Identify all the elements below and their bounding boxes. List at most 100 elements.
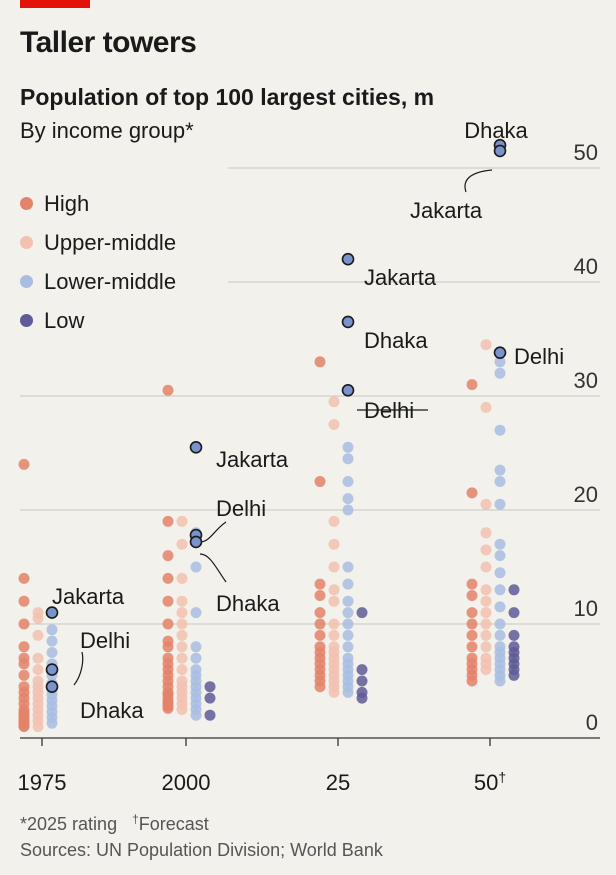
point-upper-middle-3-8: [480, 607, 492, 619]
chart-subtitle: Population of top 100 largest cities, m: [20, 84, 435, 110]
annotation-label-jakarta-0: Jakarta: [52, 584, 125, 609]
point-high-3-6: [466, 629, 478, 641]
point-upper-middle-3-7: [480, 595, 492, 607]
point-lower-middle-0-2: [46, 647, 58, 658]
point-high-1-3: [162, 572, 174, 584]
point-lower-middle-2-8: [342, 607, 354, 619]
point-upper-middle-1-8: [176, 652, 188, 664]
point-lower-middle-2-11: [342, 641, 354, 653]
highlight-point-jakarta-3: [493, 144, 507, 158]
highlight-point-dhaka-0: [45, 680, 59, 694]
point-high-3-5: [466, 618, 478, 630]
annotation-label-dhaka-1: Dhaka: [216, 591, 280, 616]
point-high-3-1: [466, 487, 478, 499]
point-high-0-0: [18, 458, 30, 470]
point-high-2-0: [314, 356, 326, 368]
point-high-2-5: [314, 618, 326, 630]
x-tick-label-1: 2000: [162, 770, 211, 795]
point-lower-middle-3-1: [494, 367, 506, 379]
annotation-label-delhi-2: Delhi: [364, 398, 414, 423]
point-low-2-0: [356, 607, 368, 619]
y-tick-label-50: 50: [574, 140, 598, 165]
point-high-3-3: [466, 590, 478, 601]
point-upper-middle-0-4: [32, 664, 44, 676]
x-tick-label-3: 50†: [474, 769, 506, 795]
footnote: *2025 rating †Forecast: [20, 812, 209, 835]
point-upper-middle-1-4: [176, 607, 188, 619]
point-upper-middle-1-3: [176, 595, 188, 607]
point-lower-middle-1-3: [190, 641, 202, 653]
point-upper-middle-0-2: [32, 629, 44, 641]
point-upper-middle-2-1: [328, 419, 340, 430]
point-upper-middle-2-17: [328, 686, 340, 698]
point-low-1-0: [204, 681, 216, 693]
point-lower-middle-3-19: [494, 675, 506, 687]
point-lower-middle-2-3: [342, 493, 354, 505]
point-lower-middle-1-1: [190, 561, 202, 573]
point-lower-middle-2-6: [342, 578, 354, 590]
point-high-2-2: [314, 578, 326, 590]
point-upper-middle-0-3: [32, 652, 44, 664]
point-upper-middle-2-8: [328, 629, 340, 641]
highlight-point-jakarta-2: [341, 252, 355, 266]
point-low-3-8: [508, 669, 520, 681]
annotation-label-delhi-0: Delhi: [80, 628, 130, 653]
footnote-dagger: †: [132, 812, 139, 826]
point-upper-middle-1-15: [176, 704, 188, 715]
point-lower-middle-2-18: [342, 686, 354, 698]
legend-dot-lower-middle: [20, 275, 33, 288]
point-upper-middle-3-0: [480, 339, 492, 351]
point-low-2-4: [356, 692, 368, 704]
y-tick-label-30: 30: [574, 368, 598, 393]
highlight-point-dhaka-2: [341, 315, 355, 329]
point-low-3-1: [508, 607, 520, 619]
point-high-0-7: [18, 669, 30, 681]
point-lower-middle-3-0: [494, 356, 506, 368]
annotation-label-jakarta-3: Jakarta: [410, 198, 483, 223]
point-high-0-4: [18, 641, 30, 653]
legend-label-upper-middle: Upper-middle: [44, 229, 177, 255]
point-upper-middle-3-1: [480, 401, 492, 413]
point-high-3-4: [466, 607, 478, 619]
point-lower-middle-2-10: [342, 629, 354, 641]
point-high-1-0: [162, 384, 174, 396]
highlight-point-delhi-0: [45, 663, 59, 676]
point-upper-middle-3-9: [480, 618, 492, 630]
point-upper-middle-1-5: [176, 618, 188, 630]
x-tick-label-2: 25: [326, 770, 350, 795]
point-upper-middle-1-6: [176, 629, 188, 641]
scatter-chart: 0 10 20 30 40 50 1975 2000 25 50† Jakarta Delhi Dhak…: [18, 118, 600, 795]
legend-item-upper-middle: Upper-middle: [20, 223, 176, 262]
point-upper-middle-2-6: [328, 595, 340, 607]
legend-dot-low: [20, 314, 33, 327]
point-upper-middle-1-1: [176, 538, 188, 550]
legend-item-high: High: [20, 184, 176, 223]
annotation-label-dhaka-3: Dhaka: [464, 118, 528, 143]
y-tick-label-20: 20: [574, 482, 598, 507]
highlight-point-delhi-2: [341, 383, 355, 397]
brand-red-bar: [20, 0, 90, 8]
annotation-leader-5: [199, 553, 227, 583]
point-upper-middle-3-2: [480, 498, 492, 510]
point-lower-middle-3-4: [494, 476, 506, 487]
point-lower-middle-0-0: [46, 624, 58, 636]
footnote-forecast: Forecast: [138, 814, 209, 834]
point-high-0-6: [18, 658, 30, 670]
point-lower-middle-3-12: [494, 629, 506, 641]
point-high-1-2: [162, 550, 174, 562]
y-tick-label-10: 10: [574, 596, 598, 621]
point-high-1-1: [162, 515, 174, 527]
point-lower-middle-2-0: [342, 441, 354, 453]
point-low-1-2: [204, 709, 216, 721]
annotation-label-delhi-3: Delhi: [514, 344, 564, 369]
point-upper-middle-3-4: [480, 544, 492, 556]
y-tick-label-0: 0: [586, 710, 598, 735]
point-lower-middle-3-9: [494, 584, 506, 596]
legend-label-lower-middle: Lower-middle: [44, 268, 177, 294]
point-low-2-1: [356, 664, 368, 676]
y-tick-label-40: 40: [574, 254, 598, 279]
highlight-point-jakarta-0: [45, 606, 59, 619]
chart-subsubtitle: By income group*: [20, 118, 194, 143]
point-upper-middle-3-5: [480, 561, 492, 573]
point-lower-middle-1-4: [190, 652, 202, 664]
